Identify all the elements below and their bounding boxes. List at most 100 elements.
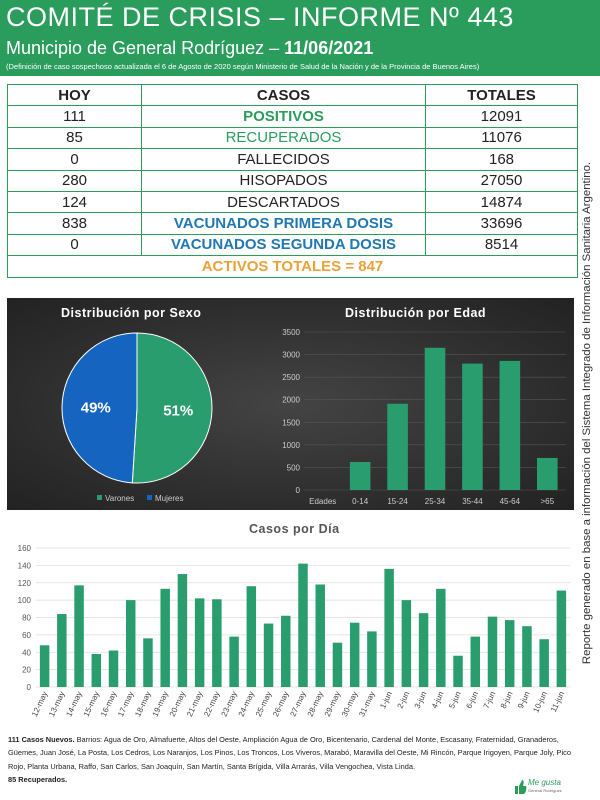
cell-total: 33696 [425,212,578,235]
y-tick-label: 0 [27,683,32,692]
day-bar-3-jun [418,613,429,687]
pie-value-label: 51% [163,402,193,419]
age-bar-15-24 [387,403,408,490]
y-tick-label: 40 [22,648,31,657]
source-text: Reporte generado en base a información d… [581,161,593,665]
logo-hand-icon [515,780,527,794]
day-bar-26-may [281,615,291,687]
day-bar-17-may [126,600,136,687]
cell-hoy: 280 [7,169,142,192]
footer-notes: 111 Casos Nuevos. Barrios: Agua de Oro, … [8,733,574,787]
x-tick-label: 35-44 [462,497,483,506]
age-bar-0-14 [349,462,371,490]
y-tick-label: 1500 [282,418,300,427]
y-tick-label: 140 [18,561,32,570]
cell-caso: RECUPERADOS [141,126,426,150]
cell-total: 14874 [425,190,578,214]
cell-total: 11076 [425,126,578,150]
sex-pie-chart: 51% 49% Varones Mujeres [61,332,213,503]
day-bar-27-may [298,563,308,687]
day-bar-6-jun [470,636,480,687]
pie-slice-mujeres [61,332,138,484]
table-row-primera-dosis: 838 VACUNADOS PRIMERA DOSIS 33696 [7,212,578,235]
x-tick-label: 15-24 [387,497,408,506]
cell-total: 8514 [425,233,578,257]
y-tick-label: 3500 [282,328,300,337]
x-tick-label: 11-jun [549,690,566,713]
day-bar-1-jun [384,568,394,687]
day-bar-25-may [263,623,274,687]
legend-label-varones: Varones [105,494,134,503]
y-tick-label: 0 [296,486,301,495]
cell-caso: DESCARTADOS [141,190,426,214]
x-tick-label: 25-34 [425,497,446,506]
cell-hoy: 838 [7,212,142,235]
x-tick-label: 5-jun [447,690,463,710]
cell-caso: VACUNADOS SEGUNDA DOSIS [141,233,426,257]
report-header: COMITÉ DE CRISIS – INFORME Nº 443 Munici… [0,0,600,76]
table-row-fallecidos: 0 FALLECIDOS 168 [7,148,578,171]
day-bar-12-may [39,645,50,687]
logo-subtext: General Rodríguez [528,788,562,793]
x-tick-label: 4-jun [430,690,446,710]
day-bar-11-jun [556,590,567,687]
y-tick-label: 500 [287,463,301,472]
cell-hoy: 0 [7,233,142,257]
day-bar-19-may [160,588,170,687]
y-tick-label: 2500 [282,373,300,382]
cell-caso: POSITIVOS [141,105,426,128]
day-bar-7-jun [487,616,498,687]
dark-charts-panel: Distribución por Sexo Distribución por E… [7,298,574,510]
y-tick-label: 100 [18,596,32,605]
day-bar-23-may [229,636,239,687]
x-tick-label: 31-may [357,690,376,718]
y-tick-label: 1000 [282,441,300,450]
sex-chart-title: Distribución por Sexo [61,306,202,320]
y-tick-label: 160 [18,544,32,553]
table-row-descartados: 124 DESCARTADOS 14874 [7,190,578,214]
cell-total: 168 [425,148,578,171]
municipality-label: Municipio de General Rodríguez – [6,38,285,58]
pie-slice-varones [131,332,213,484]
legend-swatch-varones [97,495,102,500]
me-gusta-logo: Me gusta General Rodríguez [513,778,569,796]
x-tick-label: 7-jun [482,690,498,710]
day-bar-2-jun [401,600,412,687]
logo-text: Me gusta [528,778,561,787]
table-row-activos: ACTIVOS TOTALES = 847 [7,255,578,278]
x-tick-label: 9-jun [516,690,532,710]
cell-total: 27050 [425,169,578,192]
activos-totales: ACTIVOS TOTALES = 847 [7,255,578,278]
cases-table: HOY CASOS TOTALES 111 POSITIVOS 12091 85… [7,83,578,278]
table-row-positivos: 111 POSITIVOS 12091 [7,105,578,128]
y-tick-label: 120 [18,579,32,588]
cell-hoy: 85 [7,126,142,150]
cell-caso: VACUNADOS PRIMERA DOSIS [141,212,426,235]
age-bar->65 [536,457,558,490]
day-bar-15-may [91,653,102,687]
cell-caso: HISOPADOS [141,169,426,192]
report-title: COMITÉ DE CRISIS – INFORME Nº 443 [6,2,514,32]
table-header-row: HOY CASOS TOTALES [7,83,578,107]
header-casos: CASOS [141,83,426,107]
age-bar-chart: 0 500 1000 1500 2000 2500 3000 3500 Edades 0-14 15… [282,328,566,506]
x-tick-label: 2-jun [395,690,411,710]
daily-cases-chart: Casos por Día 0 20 40 60 80 100 120 140 160 12-ma… [0,516,578,728]
x-tick-label: 1-jun [378,690,394,710]
recuperados-note: 85 Recuperados. [8,775,68,785]
cell-caso: FALLECIDOS [141,148,426,171]
day-bar-14-may [74,585,84,687]
cell-hoy: 111 [7,105,142,128]
legend-label-mujeres: Mujeres [155,494,183,503]
day-bar-4-jun [436,588,446,687]
daily-bar-chart: 02040608010012014016012-may13-may14-may1… [18,544,570,718]
day-bar-5-jun [453,655,463,687]
age-bar-25-34 [424,347,446,490]
x-tick-label: 45-64 [500,497,521,506]
day-bar-10-jun [539,639,549,687]
x-axis-lead-label: Edades [309,497,336,506]
y-tick-label: 20 [22,666,31,675]
day-bar-20-may [177,574,188,687]
table-row-hisopados: 280 HISOPADOS 27050 [7,169,578,192]
y-tick-label: 60 [22,631,31,640]
